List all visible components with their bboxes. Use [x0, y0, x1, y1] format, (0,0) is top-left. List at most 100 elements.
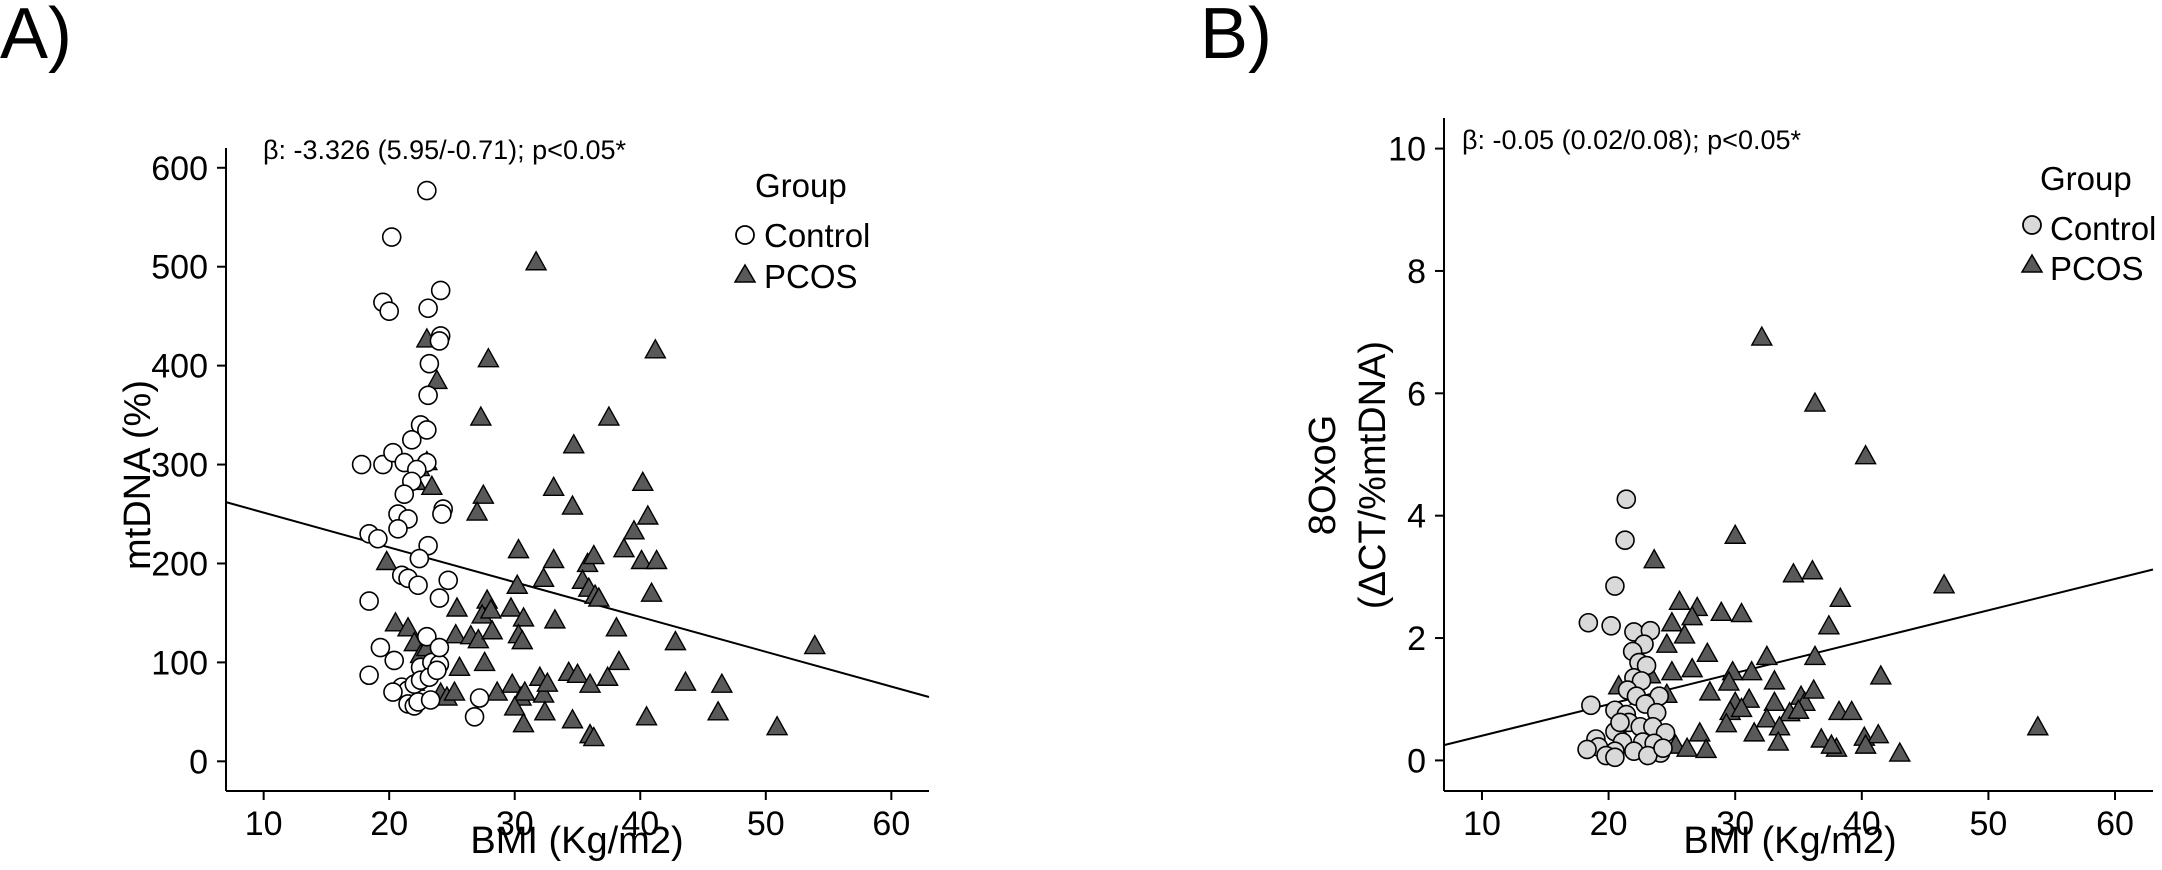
panel-a-pcos-point: [499, 596, 523, 617]
panel-b-pcos-point: [1763, 690, 1786, 711]
panel-a-control-point: [429, 588, 450, 608]
panel-b-pcos-point: [1803, 644, 1827, 666]
panel-b-pcos-point: [1802, 678, 1825, 699]
panel-a-control-point: [432, 504, 452, 524]
panel-a-pcos-point: [448, 655, 471, 677]
panel-a-pcos-point: [596, 665, 619, 686]
panel-a-y-axis-title: mtDNA (%): [117, 380, 159, 570]
panel-a-control-point: [418, 298, 438, 319]
panel-a-pcos-point: [501, 672, 524, 693]
panel-b-pcos-point: [1767, 730, 1790, 751]
panel-a-pcos-point: [562, 433, 585, 454]
panel-b-x-axis-title: BMI (Kg/m2): [1683, 820, 1896, 862]
panel-b-pcos-point: [1854, 733, 1877, 754]
panel-a-control-point: [419, 353, 440, 374]
panel-b-pcos-point: [1730, 696, 1753, 718]
panel-a-control-point: [370, 637, 391, 658]
panel-b-pcos-point: [1673, 623, 1696, 644]
panel-a-pcos-point: [511, 629, 534, 650]
panel-a-legend-pcos-marker: [733, 263, 757, 283]
panel-b-control-point: [1581, 695, 1601, 716]
panel-b-y-tick-label: 0: [1407, 742, 1426, 780]
panel-b-control-point: [1578, 612, 1599, 633]
panel-a-legend: Group Control PCOS: [733, 167, 870, 295]
panel-b-pcos-point: [1810, 727, 1833, 748]
panel-b-fit-line: [1443, 568, 2154, 747]
panel-b-pcos-point: [1730, 602, 1753, 623]
panel-a-y-tick-label: 300: [151, 447, 208, 485]
panel-a-control-point: [408, 575, 428, 596]
panel-a-pcos-point: [765, 715, 789, 736]
panel-a-pcos-point: [532, 682, 555, 703]
panel-a-legend-control-label: Control: [764, 217, 870, 254]
panel-a-pcos-point: [612, 537, 636, 558]
panel-b-pcos-point: [1763, 669, 1786, 690]
panel-a-control-point: [384, 650, 405, 671]
panel-a-pcos-point: [384, 611, 407, 632]
panel-a-pcos-point: [636, 504, 659, 525]
panel-b-control-point: [1605, 576, 1625, 596]
panel-a-pcos-point: [582, 726, 606, 747]
panel-a-pcos-point: [396, 616, 420, 637]
panel-a-pcos-point: [469, 405, 493, 426]
panel-b-pcos-point: [1688, 721, 1711, 742]
panel-a-y-tick-label: 0: [189, 743, 208, 781]
panel-a-pcos-point: [512, 712, 535, 733]
panel-a-x-tick-label: 40: [621, 805, 659, 843]
panel-a-pcos-point: [465, 500, 489, 521]
panel-b-pcos-point: [1680, 605, 1704, 626]
panel-a-x-tick-label: 10: [245, 805, 283, 843]
panel-b-pcos-point: [1750, 325, 1773, 346]
panel-b-pcos-point: [1724, 523, 1747, 544]
panel-a-pcos-point: [566, 662, 589, 683]
panel-a-pcos-point: [587, 586, 611, 607]
panel-b-pcos-point: [1829, 586, 1852, 607]
panel-a-y-tick-label: 500: [151, 249, 208, 287]
panel-b-pcos-point: [1715, 712, 1738, 733]
panel-a-control-point: [418, 385, 438, 406]
panel-b-control-point: [1605, 747, 1625, 768]
panel-a-y-tick-label: 200: [151, 545, 208, 583]
panel-b-x-tick-label: 20: [1590, 805, 1628, 843]
panel-a-pcos-point: [536, 671, 559, 692]
panel-b-y-tick-label: 10: [1388, 131, 1426, 169]
panel-b-ticks: 10 20 30 40 50 60 0 2 4 6 8 10: [1388, 131, 2134, 843]
panel-b-legend-control-marker: [2022, 215, 2042, 235]
panel-b-pcos-point: [1660, 660, 1684, 681]
panel-b-legend-pcos-marker: [2020, 253, 2044, 273]
panel-b-pcos-point: [1675, 736, 1699, 757]
panel-b-pcos-point: [1801, 559, 1824, 580]
panel-a-pcos-point: [533, 700, 557, 721]
panel-b-pcos-point: [1867, 723, 1890, 744]
panel-a-legend-title: Group: [755, 167, 847, 204]
panel-b-y-tick-label: 4: [1407, 498, 1426, 536]
panel-a-y-tick-label: 400: [151, 348, 208, 386]
panel-a-pcos-point: [503, 695, 526, 716]
panel-a-control-point: [368, 528, 388, 549]
panel-a-pcos-point: [445, 596, 469, 617]
panel-a-x-tick-label: 60: [872, 805, 910, 843]
panel-b-pcos-point: [1680, 657, 1704, 678]
panel-b-x-tick-label: 60: [2096, 805, 2134, 843]
panel-a-control-point: [388, 519, 408, 539]
panel-a-pcos-point: [532, 566, 555, 588]
panel-a-label: A): [0, 0, 72, 74]
panel-b-y-axis-title-line1: 8OxoG: [1302, 415, 1344, 535]
panel-b-pcos-point: [1698, 680, 1722, 701]
panel-a-pcos-point: [645, 549, 668, 570]
panel-a-control-point: [469, 688, 490, 708]
panel-a-control-point: [381, 227, 402, 247]
panel-a-data-points: [351, 180, 826, 747]
panel-b-label: B): [1200, 0, 1272, 74]
panel-a-pcos-point: [512, 606, 535, 627]
panel-a-x-tick-label: 30: [496, 805, 534, 843]
panel-a-control-point: [417, 420, 437, 440]
panel-b-y-tick-label: 2: [1407, 620, 1426, 658]
panel-a-pcos-point: [664, 630, 687, 651]
panel-b-pcos-point: [1755, 707, 1779, 728]
panel-b-pcos-point: [1782, 562, 1805, 583]
panel-a-x-tick-label: 20: [370, 805, 408, 843]
panel-b-pcos-point: [1717, 670, 1741, 691]
